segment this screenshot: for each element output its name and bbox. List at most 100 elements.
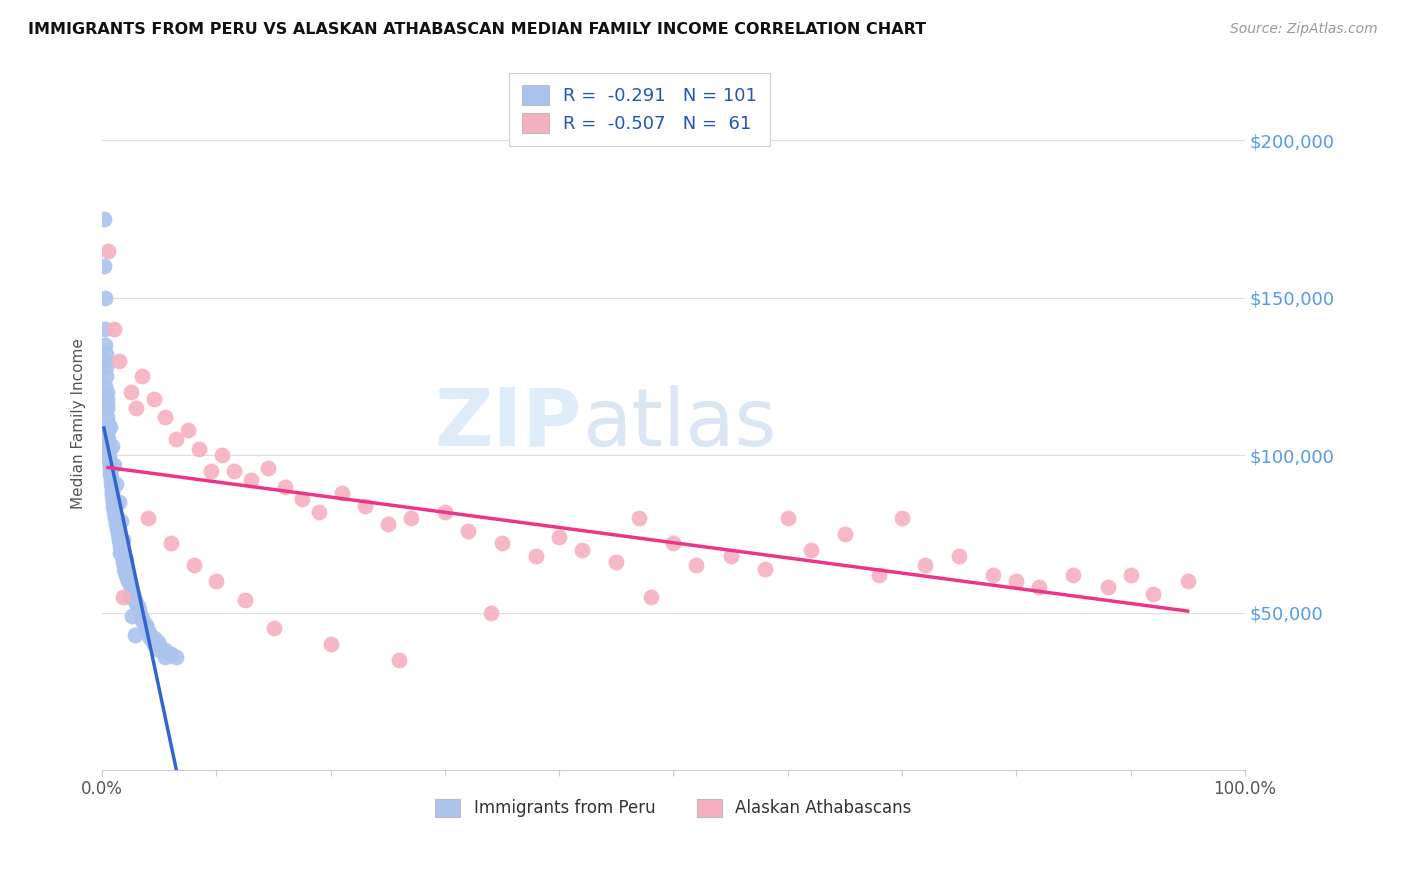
- Point: [93, 260, 115, 274]
- Point: [983, 567, 1005, 582]
- Point: [104, 514, 127, 528]
- Point: [107, 527, 129, 541]
- Point: [263, 621, 285, 635]
- Point: [177, 423, 200, 437]
- Point: [117, 571, 139, 585]
- Point: [388, 653, 411, 667]
- Point: [457, 524, 479, 538]
- Point: [1177, 574, 1199, 588]
- Point: [200, 464, 222, 478]
- Point: [108, 536, 131, 550]
- Point: [153, 410, 176, 425]
- Point: [720, 549, 742, 563]
- Point: [308, 505, 330, 519]
- Point: [110, 514, 132, 528]
- Text: atlas: atlas: [582, 384, 776, 463]
- Point: [377, 517, 399, 532]
- Point: [107, 495, 129, 509]
- Point: [1005, 574, 1028, 588]
- Point: [131, 612, 153, 626]
- Point: [136, 511, 159, 525]
- Point: [100, 467, 122, 481]
- Point: [1028, 581, 1050, 595]
- Point: [122, 590, 145, 604]
- Point: [139, 627, 162, 641]
- Point: [211, 448, 233, 462]
- Point: [139, 631, 162, 645]
- Point: [101, 439, 124, 453]
- Point: [110, 542, 132, 557]
- Point: [124, 627, 146, 641]
- Point: [101, 486, 124, 500]
- Point: [125, 596, 148, 610]
- Point: [120, 590, 142, 604]
- Point: [94, 359, 117, 374]
- Point: [108, 533, 131, 548]
- Point: [105, 520, 128, 534]
- Point: [166, 649, 188, 664]
- Point: [103, 501, 125, 516]
- Point: [111, 552, 134, 566]
- Point: [107, 524, 129, 538]
- Point: [114, 565, 136, 579]
- Point: [136, 624, 159, 639]
- Point: [399, 511, 422, 525]
- Point: [114, 561, 136, 575]
- Point: [100, 474, 122, 488]
- Point: [124, 593, 146, 607]
- Point: [257, 460, 280, 475]
- Point: [101, 495, 124, 509]
- Point: [135, 621, 157, 635]
- Point: [117, 574, 139, 588]
- Point: [97, 423, 120, 437]
- Point: [183, 558, 205, 573]
- Point: [914, 558, 936, 573]
- Point: [112, 555, 135, 569]
- Point: [111, 590, 134, 604]
- Point: [205, 574, 228, 588]
- Point: [101, 492, 124, 507]
- Point: [128, 602, 150, 616]
- Point: [159, 647, 181, 661]
- Point: [120, 385, 142, 400]
- Point: [98, 448, 121, 462]
- Point: [776, 511, 799, 525]
- Point: [291, 492, 314, 507]
- Point: [135, 618, 157, 632]
- Point: [97, 442, 120, 456]
- Point: [94, 347, 117, 361]
- Point: [222, 464, 245, 478]
- Point: [103, 322, 125, 336]
- Point: [103, 505, 125, 519]
- Point: [104, 511, 127, 525]
- Point: [96, 385, 118, 400]
- Point: [685, 558, 707, 573]
- Point: [98, 460, 121, 475]
- Point: [100, 470, 122, 484]
- Point: [112, 533, 135, 548]
- Point: [105, 476, 128, 491]
- Point: [1062, 567, 1084, 582]
- Text: Source: ZipAtlas.com: Source: ZipAtlas.com: [1230, 22, 1378, 37]
- Point: [274, 480, 297, 494]
- Point: [104, 508, 127, 522]
- Point: [97, 417, 120, 431]
- Point: [129, 608, 152, 623]
- Point: [96, 392, 118, 406]
- Point: [96, 398, 118, 412]
- Point: [110, 546, 132, 560]
- Point: [121, 608, 143, 623]
- Point: [319, 637, 342, 651]
- Point: [96, 410, 118, 425]
- Point: [94, 322, 117, 336]
- Point: [111, 546, 134, 560]
- Point: [136, 624, 159, 639]
- Point: [101, 489, 124, 503]
- Point: [354, 499, 377, 513]
- Point: [97, 244, 120, 258]
- Point: [662, 536, 685, 550]
- Point: [125, 401, 148, 415]
- Point: [330, 486, 353, 500]
- Point: [1097, 581, 1119, 595]
- Point: [96, 401, 118, 415]
